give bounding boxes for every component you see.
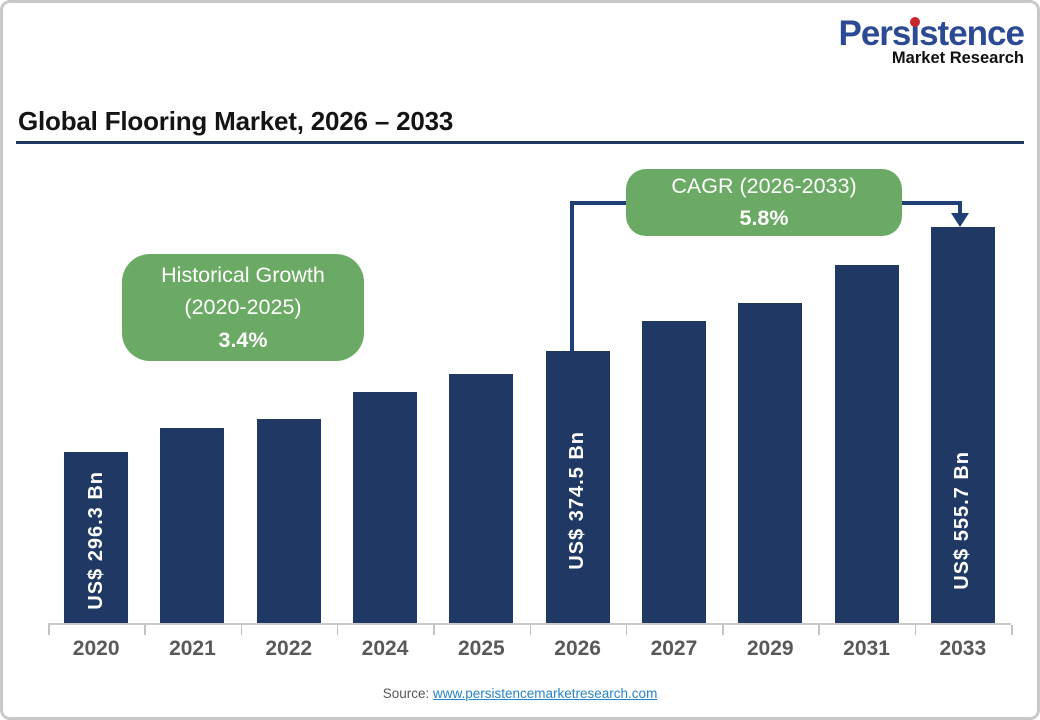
bar-2027 [641,321,706,623]
x-axis-label-2033: 2033 [939,637,987,660]
historical-growth-line1: Historical Growth [161,263,325,288]
logo-red-dot-icon [910,17,921,27]
x-axis-label-2027: 2027 [650,637,698,660]
historical-growth-line2: (2020-2025) [184,295,302,320]
x-axis-label-2024: 2024 [361,637,409,660]
axis-tick [722,625,724,635]
bar-slot-2027 [626,185,722,623]
logo-subtitle: Market Research [891,49,1024,67]
axis-tick [818,625,820,635]
bar-slot-2029 [722,185,818,623]
bar-value-label-2020: US$ 296.3 Bn [84,471,107,610]
bar-slot-2025 [433,185,529,623]
bar-chart-plot-area: US$ 296.3 Bn US$ 374.5 Bn US$ 555.7 Bn [48,185,1011,625]
bar-2031 [834,265,899,623]
axis-tick [625,625,628,635]
bar-value-label-2033: US$ 555.7 Bn [951,451,974,590]
bar-2026: US$ 374.5 Bn [545,351,610,623]
bar-slot-2021 [144,185,240,623]
bar-value-label-2026: US$ 374.5 Bn [566,431,589,570]
source-line: Source: www.persistencemarketresearch.co… [0,686,1040,701]
axis-tick [144,625,146,635]
cagr-callout: CAGR (2026-2033) 5.8% [626,169,902,236]
bar-slot-2020: US$ 296.3 Bn [48,185,144,623]
bar-slot-2024 [337,185,433,623]
axis-tick [529,625,531,635]
logo: Persistence Market Research [838,14,1025,68]
bar-2022 [256,419,321,623]
axis-tick [1011,625,1013,635]
x-axis-label-2022: 2022 [265,637,313,660]
x-axis-label-2021: 2021 [169,637,216,660]
bar-2020: US$ 296.3 Bn [64,452,129,623]
logo-brand-text: Persistence [838,14,1025,53]
axis-tick [240,625,243,635]
cagr-connector-horizontal-right [898,201,962,205]
bar-2029 [738,303,803,623]
page-title: Global Flooring Market, 2026 – 2033 [18,106,454,136]
bar-2021 [160,428,225,623]
cagr-connector-horizontal-left [570,201,630,205]
bar-slot-2026: US$ 374.5 Bn [529,185,625,623]
cagr-connector-vertical-right [958,201,962,214]
x-axis-labels: 2020 2021 2022 2024 2025 2026 2027 2029 2031 2033 [48,637,1011,661]
bar-slot-2031 [818,185,914,623]
x-axis-label-2031: 2031 [843,637,890,660]
historical-growth-value: 3.4% [218,327,268,352]
bar-2024 [353,392,418,623]
x-axis-label-2025: 2025 [457,637,505,660]
arrow-down-icon [951,213,969,227]
title-underline [16,141,1024,144]
bar-2033: US$ 555.7 Bn [930,227,995,623]
source-link[interactable]: www.persistencemarketresearch.com [432,686,658,701]
cagr-connector-vertical-left [570,201,574,351]
bar-slot-2022 [241,185,337,623]
cagr-line1: CAGR (2026-2033) [671,174,857,199]
source-prefix: Source: [382,686,430,701]
x-axis-ticks [48,623,1013,635]
x-axis-label-2026: 2026 [554,637,601,660]
x-axis-label-2020: 2020 [72,637,120,660]
axis-tick [336,625,339,635]
logo-brand-label: Persistence [838,14,1025,53]
axis-tick [48,625,50,635]
historical-growth-callout: Historical Growth (2020-2025) 3.4% [122,254,364,361]
bar-slot-2033: US$ 555.7 Bn [915,185,1011,623]
axis-tick [914,625,917,635]
x-axis-label-2029: 2029 [746,637,794,660]
bar-2025 [449,374,514,623]
cagr-value: 5.8% [739,205,789,230]
axis-tick [433,625,435,635]
